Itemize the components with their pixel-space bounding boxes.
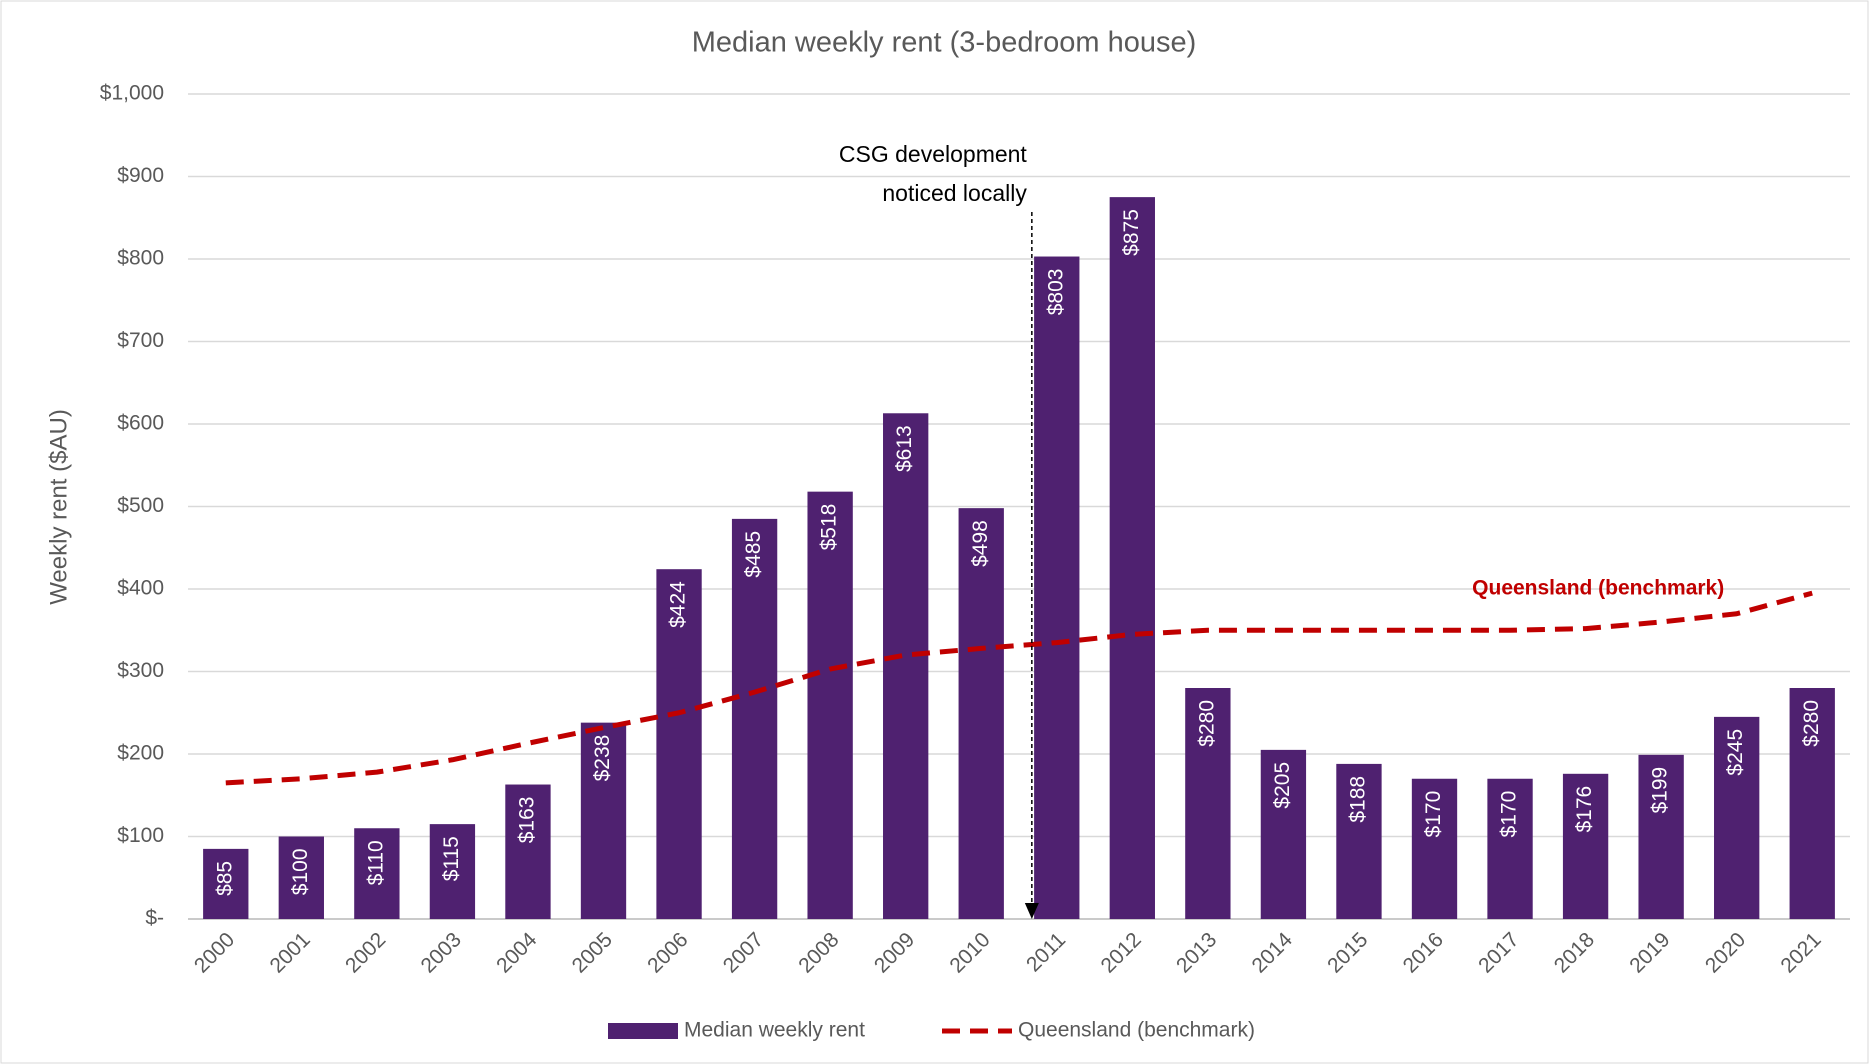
bar [731, 518, 778, 919]
data-label: $85 [213, 861, 236, 896]
arrow-head [1024, 903, 1039, 919]
bar [1109, 197, 1155, 919]
bar [580, 722, 627, 919]
bar [1185, 688, 1231, 919]
y-tick-label: $300 [117, 659, 164, 682]
data-label: $176 [1573, 786, 1596, 833]
y-tick-label: $600 [117, 412, 164, 435]
bar [1789, 688, 1835, 919]
annotation: CSG development [839, 141, 1028, 167]
chart-title: Median weekly rent (3-bedroom house) [692, 27, 1197, 59]
data-label: $170 [1422, 791, 1445, 838]
y-tick-label: $1,000 [100, 82, 164, 105]
bar [203, 848, 249, 919]
bar [429, 824, 476, 919]
data-label: $803 [1044, 269, 1067, 316]
bar [1487, 778, 1533, 919]
line-label: Queensland (benchmark) [1472, 577, 1724, 600]
data-label: $170 [1498, 791, 1521, 838]
bar [1714, 716, 1760, 919]
bar [354, 828, 400, 919]
bar [1638, 754, 1684, 919]
data-label: $238 [591, 735, 614, 782]
data-label: $188 [1347, 776, 1370, 823]
data-label: $280 [1800, 700, 1823, 747]
data-label: $199 [1649, 767, 1672, 814]
bar [1034, 256, 1080, 919]
data-label: $205 [1271, 762, 1294, 809]
data-label: $280 [1195, 700, 1218, 747]
data-label: $613 [893, 425, 916, 472]
data-label: $163 [516, 797, 539, 844]
y-tick-label: $800 [117, 247, 164, 270]
data-label: $518 [818, 504, 841, 551]
bar [1562, 773, 1609, 919]
bar [278, 836, 324, 919]
bar [1260, 749, 1307, 919]
y-tick-label: $500 [117, 494, 164, 517]
bar [1336, 763, 1382, 919]
data-label: $424 [667, 581, 690, 628]
legend-label: Queensland (benchmark) [1018, 1019, 1255, 1042]
data-label: $110 [364, 840, 387, 885]
data-label: $100 [289, 849, 312, 896]
legend-swatch [608, 1023, 678, 1039]
y-tick-label: $- [145, 907, 164, 930]
y-tick-label: $400 [117, 577, 164, 600]
y-tick-label: $200 [117, 742, 164, 765]
y-axis-title: Weekly rent ($AU) [45, 409, 72, 605]
bar [505, 784, 551, 919]
bar [807, 491, 853, 919]
data-label: $485 [742, 531, 765, 578]
data-label: $498 [969, 520, 992, 567]
legend-label: Median weekly rent [684, 1019, 865, 1042]
bar [1411, 778, 1458, 919]
data-label: $245 [1724, 729, 1747, 776]
bar [883, 413, 929, 919]
annotation: noticed locally [882, 180, 1027, 206]
benchmark-line [225, 590, 1813, 786]
bar [656, 569, 702, 919]
y-tick-label: $900 [117, 164, 164, 187]
data-label: $875 [1120, 209, 1143, 256]
y-tick-label: $700 [117, 329, 164, 352]
y-tick-label: $100 [117, 824, 164, 847]
data-label: $115 [440, 836, 463, 881]
bar [958, 508, 1004, 919]
